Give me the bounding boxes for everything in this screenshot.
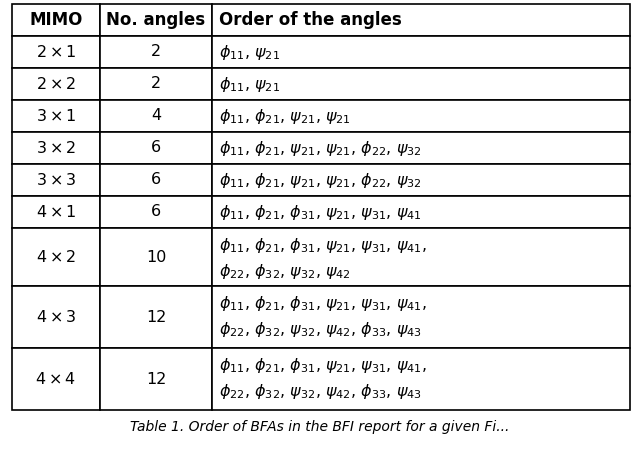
Text: $\phi_{11}$, $\phi_{21}$, $\psi_{21}$, $\psi_{21}$, $\phi_{22}$, $\psi_{32}$: $\phi_{11}$, $\phi_{21}$, $\psi_{21}$, $… <box>219 170 422 189</box>
Text: $\phi_{11}$, $\phi_{21}$, $\psi_{21}$, $\psi_{21}$: $\phi_{11}$, $\phi_{21}$, $\psi_{21}$, $… <box>219 107 351 126</box>
Text: Table 1. Order of BFAs in the BFI report for a given Fi...: Table 1. Order of BFAs in the BFI report… <box>131 420 509 434</box>
Text: 10: 10 <box>146 249 166 265</box>
Bar <box>12 4 100 36</box>
Bar <box>12 348 100 410</box>
Bar <box>100 164 212 196</box>
Text: 12: 12 <box>146 310 166 324</box>
Bar <box>100 132 212 164</box>
Bar <box>12 286 100 348</box>
Text: 2: 2 <box>151 44 161 60</box>
Text: 12: 12 <box>146 371 166 387</box>
Text: $\phi_{11}$, $\phi_{21}$, $\psi_{21}$, $\psi_{21}$, $\phi_{22}$, $\psi_{32}$: $\phi_{11}$, $\phi_{21}$, $\psi_{21}$, $… <box>219 139 422 158</box>
Text: 4: 4 <box>151 109 161 123</box>
Text: $2 \times 2$: $2 \times 2$ <box>36 76 76 92</box>
Bar <box>100 68 212 100</box>
Text: $\phi_{11}$, $\phi_{21}$, $\phi_{31}$, $\psi_{21}$, $\psi_{31}$, $\psi_{41}$,
$\: $\phi_{11}$, $\phi_{21}$, $\phi_{31}$, $… <box>219 356 427 401</box>
Text: Order of the angles: Order of the angles <box>219 11 402 29</box>
Bar <box>212 36 630 68</box>
Bar <box>12 228 100 286</box>
Bar <box>12 36 100 68</box>
Text: $\phi_{11}$, $\phi_{21}$, $\phi_{31}$, $\psi_{21}$, $\psi_{31}$, $\psi_{41}$: $\phi_{11}$, $\phi_{21}$, $\phi_{31}$, $… <box>219 202 422 221</box>
Bar <box>12 68 100 100</box>
Bar <box>12 164 100 196</box>
Text: $\phi_{11}$, $\phi_{21}$, $\phi_{31}$, $\psi_{21}$, $\psi_{31}$, $\psi_{41}$,
$\: $\phi_{11}$, $\phi_{21}$, $\phi_{31}$, $… <box>219 294 427 339</box>
Bar <box>212 100 630 132</box>
Text: $\phi_{11}$, $\psi_{21}$: $\phi_{11}$, $\psi_{21}$ <box>219 74 280 93</box>
Bar <box>100 348 212 410</box>
Text: 2: 2 <box>151 77 161 91</box>
Bar <box>100 228 212 286</box>
Bar <box>212 228 630 286</box>
Bar <box>100 100 212 132</box>
Text: MIMO: MIMO <box>29 11 83 29</box>
Bar <box>100 286 212 348</box>
Text: 6: 6 <box>151 172 161 188</box>
Bar <box>212 132 630 164</box>
Bar <box>212 286 630 348</box>
Text: $4 \times 3$: $4 \times 3$ <box>36 309 76 325</box>
Bar <box>100 36 212 68</box>
Bar <box>100 4 212 36</box>
Bar <box>12 132 100 164</box>
Text: $3 \times 2$: $3 \times 2$ <box>36 140 76 156</box>
Text: $3 \times 1$: $3 \times 1$ <box>36 108 76 124</box>
Bar <box>212 68 630 100</box>
Bar <box>12 196 100 228</box>
Text: $\phi_{11}$, $\psi_{21}$: $\phi_{11}$, $\psi_{21}$ <box>219 43 280 61</box>
Text: No. angles: No. angles <box>106 11 205 29</box>
Text: $\phi_{11}$, $\phi_{21}$, $\phi_{31}$, $\psi_{21}$, $\psi_{31}$, $\psi_{41}$,
$\: $\phi_{11}$, $\phi_{21}$, $\phi_{31}$, $… <box>219 236 427 281</box>
Bar <box>212 4 630 36</box>
Text: $4 \times 4$: $4 \times 4$ <box>35 371 77 387</box>
Bar <box>100 196 212 228</box>
Text: $3 \times 3$: $3 \times 3$ <box>36 172 76 188</box>
Text: $4 \times 2$: $4 \times 2$ <box>36 249 76 265</box>
Text: $4 \times 1$: $4 \times 1$ <box>36 204 76 220</box>
Text: 6: 6 <box>151 205 161 219</box>
Text: $2 \times 1$: $2 \times 1$ <box>36 44 76 60</box>
Text: 6: 6 <box>151 140 161 156</box>
Bar <box>212 196 630 228</box>
Bar <box>12 100 100 132</box>
Bar <box>212 164 630 196</box>
Bar <box>212 348 630 410</box>
